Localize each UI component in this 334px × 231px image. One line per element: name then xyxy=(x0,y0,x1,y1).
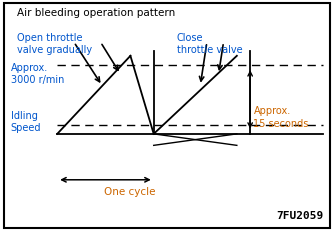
Text: Approx.
15 seconds: Approx. 15 seconds xyxy=(254,106,309,129)
Text: Idling
Speed: Idling Speed xyxy=(11,111,41,133)
Text: Approx.
3000 r/min: Approx. 3000 r/min xyxy=(11,63,64,85)
Text: Close
throttle valve: Close throttle valve xyxy=(177,33,242,55)
Text: 7FU2059: 7FU2059 xyxy=(276,211,323,221)
Text: Open throttle
valve gradually: Open throttle valve gradually xyxy=(17,33,93,55)
Text: Air bleeding operation pattern: Air bleeding operation pattern xyxy=(17,8,176,18)
Text: One cycle: One cycle xyxy=(104,187,155,197)
